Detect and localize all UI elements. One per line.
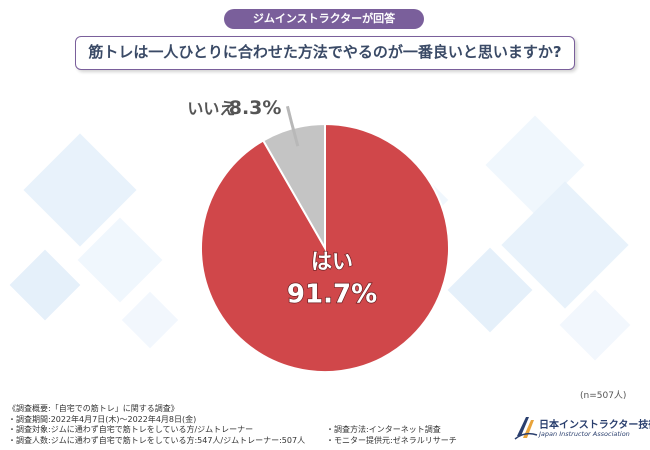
sample-size-label: (n=507人) bbox=[580, 391, 627, 401]
survey-line: 《調査概要:「自宅での筋トレ」に関する調査》 bbox=[8, 404, 179, 413]
chart-title: 筋トレは一人ひとりに合わせた方法でやるのが一番良いと思いますか? bbox=[75, 36, 575, 70]
slice-label: いいえ bbox=[187, 99, 235, 118]
survey-line: ・調査対象:ジムに通わず自宅で筋トレをしている方/ジムトレーナー bbox=[8, 425, 254, 434]
slice-value-label: 91.7% bbox=[287, 279, 377, 309]
survey-summary: 《調査概要:「自宅での筋トレ」に関する調査》 ・調査期間:2022年4月7日(木… bbox=[8, 404, 457, 446]
association-logo: 日本インストラクター技術協会 Japan Instructor Associat… bbox=[513, 414, 650, 444]
logo-text-en: Japan Instructor Association bbox=[539, 430, 630, 438]
logo-text-jp: 日本インストラクター技術協会 bbox=[539, 420, 650, 431]
slice-value-label: 8.3% bbox=[229, 97, 282, 119]
slice-label: はい bbox=[311, 249, 353, 273]
title-badge: ジムインストラクターが回答 bbox=[224, 9, 424, 29]
leader-line bbox=[285, 105, 300, 147]
survey-line: ・調査期間:2022年4月7日(木)〜2022年4月8日(金) bbox=[8, 414, 197, 424]
survey-line: ・モニター提供元:ゼネラルリサーチ bbox=[326, 435, 457, 445]
survey-line: ・調査人数:ジムに通わず自宅で筋トレをしている方:547人/ジムトレーナー:50… bbox=[8, 435, 306, 445]
survey-line: ・調査方法:インターネット調査 bbox=[326, 425, 441, 434]
logo-mark-icon bbox=[514, 417, 538, 440]
